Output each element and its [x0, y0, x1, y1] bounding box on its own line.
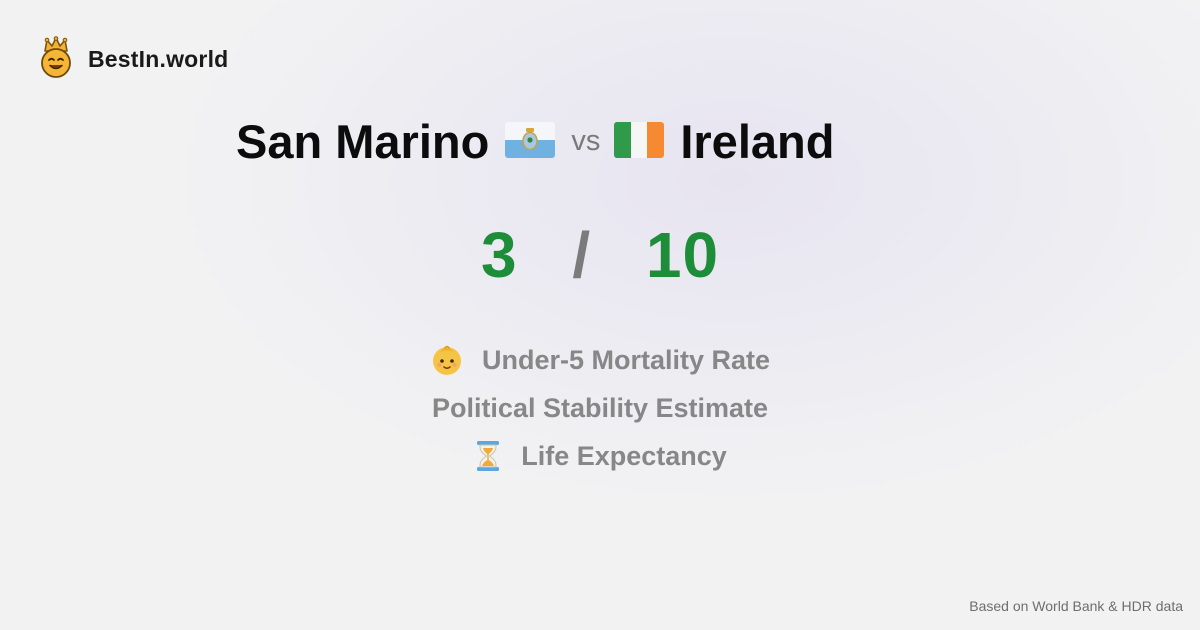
score: 3 / 10	[0, 218, 1200, 292]
score-separator: /	[572, 219, 592, 291]
right-score: 10	[645, 219, 720, 291]
metric-label: Under-5 Mortality Rate	[481, 344, 771, 375]
data-source-note: Based on World Bank & HDR data	[969, 598, 1183, 614]
vs-label: vs	[571, 124, 601, 157]
right-country-name: Ireland	[680, 114, 835, 168]
left-country-name: San Marino	[236, 114, 490, 168]
metric-list: Under-5 Mortality Rate Political Stabili…	[0, 336, 1200, 480]
brand[interactable]: BestIn.world	[38, 36, 228, 83]
crown-smiley-icon	[38, 36, 74, 83]
ireland-flag-icon	[614, 114, 665, 169]
comparison-title: San Marino vs Ireland	[236, 108, 834, 174]
metric-label: Political Stability Estimate	[431, 392, 769, 423]
san-marino-flag-icon	[505, 114, 556, 169]
brand-name: BestIn.world	[88, 46, 229, 72]
baby-face-icon	[430, 343, 464, 377]
metric-item: Under-5 Mortality Rate	[0, 336, 1200, 384]
metric-item: Life Expectancy	[0, 432, 1200, 480]
hourglass-icon	[473, 439, 503, 473]
metric-item: Political Stability Estimate	[0, 384, 1200, 432]
metric-label: Life Expectancy	[521, 440, 727, 471]
left-score: 3	[480, 219, 518, 291]
